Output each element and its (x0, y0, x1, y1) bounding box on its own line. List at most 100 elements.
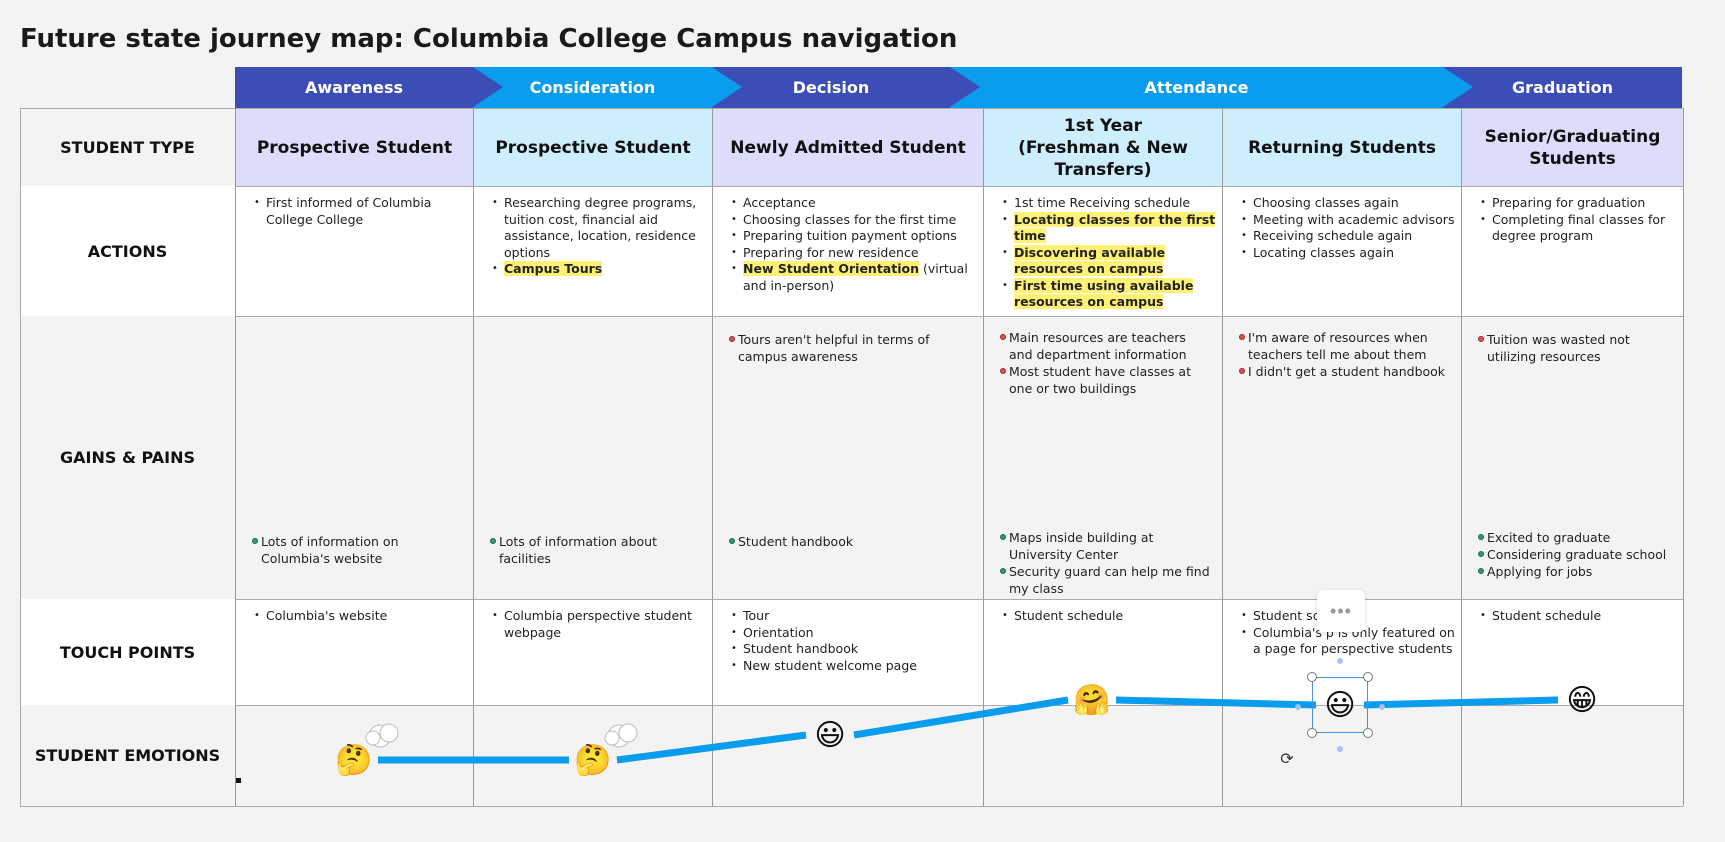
row-label-student-type: STUDENT TYPE (60, 137, 195, 157)
resize-handle[interactable] (1307, 728, 1317, 738)
grid-right-border (1683, 108, 1684, 806)
thinking-face-icon[interactable]: 🤔 (335, 743, 373, 777)
grid-top-border (20, 108, 1683, 109)
resize-handle[interactable] (1307, 672, 1317, 682)
gain-dot-icon (1000, 568, 1006, 574)
gain-item: Lots of information on Columbia's websit… (252, 533, 463, 567)
action-item: Choosing classes for the first time (731, 211, 977, 229)
touch-points-list: Student schColumbia's p is only featured… (1223, 600, 1461, 658)
touch-points-cell: Columbia's website (235, 599, 473, 705)
gains-pains-cell: Lots of information about facilities (473, 316, 712, 599)
pain-dot-icon (1239, 334, 1245, 340)
emotion-cell (473, 705, 712, 806)
action-item: Choosing classes again (1241, 195, 1455, 212)
action-text: First informed of Columbia College Colle… (266, 195, 432, 227)
action-item: Completing final classes for degree prog… (1480, 211, 1677, 245)
gains-group: Maps inside building at University Cente… (1000, 529, 1212, 597)
rotate-icon[interactable]: ⟳ (1280, 751, 1294, 768)
student-type-cell: Returning Students (1222, 108, 1461, 186)
actions-list: AcceptanceChoosing classes for the first… (713, 187, 983, 294)
gain-text: Applying for jobs (1487, 564, 1593, 579)
pain-text: I didn't get a student handbook (1248, 364, 1446, 379)
cursor-marker (236, 778, 241, 783)
touch-point-item: Columbia perspective student webpage (492, 608, 706, 641)
touch-point-item: Student handbook (731, 641, 977, 658)
gain-dot-icon (1478, 568, 1484, 574)
action-text: Choosing classes for the first time (743, 211, 957, 227)
touch-points-list: Columbia's website (236, 600, 473, 625)
touch-point-item: Student schedule (1480, 608, 1677, 625)
pain-dot-icon (1000, 368, 1006, 374)
highlighted-action-text: Locating classes for the first time (1014, 211, 1216, 243)
gain-item: Lots of information about facilities (490, 533, 702, 567)
gain-item: Maps inside building at University Cente… (1000, 529, 1212, 563)
gains-group: Student handbook (729, 533, 973, 550)
phase-consideration: Consideration (473, 67, 712, 108)
actions-list: Choosing classes againMeeting with acade… (1223, 187, 1461, 261)
grid-left-border (20, 108, 21, 806)
action-text: Completing final classes for degree prog… (1492, 211, 1666, 244)
touch-point-item: New student welcome page (731, 658, 977, 675)
connector-dot[interactable] (1295, 704, 1301, 710)
more-options-button[interactable]: ••• (1317, 590, 1365, 632)
connector-dot[interactable] (1379, 704, 1385, 710)
resize-handle[interactable] (1363, 728, 1373, 738)
actions-list: Preparing for graduationCompleting final… (1462, 187, 1683, 245)
gains-pains-cell: Lots of information on Columbia's websit… (235, 316, 473, 599)
resize-handle[interactable] (1363, 672, 1373, 682)
action-item: Discovering available resources on campu… (1002, 244, 1216, 278)
smiley-face-icon[interactable]: 😃 (814, 718, 846, 752)
thinking-face-icon[interactable]: 🤔 (574, 743, 612, 777)
gains-group: Lots of information about facilities (490, 533, 702, 567)
phase-chevron (473, 67, 503, 107)
gain-text: Lots of information on Columbia's websit… (261, 534, 399, 566)
pain-item: Main resources are teachers and departme… (1000, 329, 1212, 363)
connector-dot[interactable] (1337, 746, 1343, 752)
hugging-face-icon[interactable]: 🤗 (1073, 683, 1111, 717)
touch-points-cell: TourOrientationStudent handbookNew stude… (712, 599, 983, 705)
action-item: Preparing for new residence (731, 245, 977, 262)
touch-points-list: Columbia perspective student webpage (474, 600, 712, 641)
gain-dot-icon (1478, 534, 1484, 540)
pain-dot-icon (1478, 336, 1484, 342)
highlighted-action-text: Discovering available resources on campu… (1014, 244, 1166, 276)
phase-awareness: Awareness (235, 67, 473, 108)
action-text: Acceptance (743, 195, 816, 210)
phase-graduation: Graduation (1443, 67, 1682, 108)
action-text: Preparing for graduation (1492, 195, 1646, 210)
gains-pains-cell: Tours aren't helpful in terms of campus … (712, 316, 983, 599)
emotion-cell (983, 705, 1222, 806)
row-label-actions: ACTIONS (87, 241, 168, 261)
gain-text: Considering graduate school (1487, 547, 1667, 562)
pain-text: I'm aware of resources when teachers tel… (1248, 330, 1428, 362)
grinning-face-icon[interactable]: 😁 (1566, 683, 1598, 717)
highlighted-action-text: Campus Tours (504, 261, 603, 276)
action-item: Acceptance (731, 195, 977, 212)
action-text: Receiving schedule again (1253, 228, 1413, 243)
page-title: Future state journey map: Columbia Colle… (20, 24, 958, 54)
connector-dot[interactable] (1337, 658, 1343, 664)
action-text: Locating classes again (1253, 244, 1394, 260)
student-type-cell: Newly Admitted Student (712, 108, 983, 186)
touch-points-cell: Student schedule (1461, 599, 1683, 705)
selection-box[interactable] (1312, 677, 1368, 733)
pain-item: Most student have classes at one or two … (1000, 363, 1212, 397)
touch-point-item: Student sch (1241, 608, 1455, 625)
actions-list: Researching degree programs, tuition cos… (474, 187, 712, 278)
pain-text: Most student have classes at one or two … (1009, 364, 1191, 396)
gain-text: Lots of information about facilities (499, 534, 657, 566)
actions-list: 1st time Receiving scheduleLocating clas… (984, 187, 1222, 311)
action-item: Preparing tuition payment options (731, 228, 977, 245)
gain-dot-icon (729, 538, 735, 544)
action-item: Locating classes for the first time (1002, 211, 1216, 245)
action-item: New Student Orientation (virtual and in-… (731, 261, 977, 294)
touch-point-item: Tour (731, 608, 977, 625)
actions-cell: AcceptanceChoosing classes for the first… (712, 186, 983, 316)
emotion-cell (1461, 705, 1683, 806)
pains-group: Main resources are teachers and departme… (1000, 329, 1212, 397)
smiley-face-icon[interactable]: 😃 (1324, 688, 1356, 722)
action-item: First informed of Columbia College Colle… (254, 195, 467, 228)
pains-group: I'm aware of resources when teachers tel… (1239, 329, 1451, 380)
action-item: First time using available resources on … (1002, 277, 1216, 311)
touch-point-item: Columbia's p is only featured on a page … (1241, 625, 1455, 658)
